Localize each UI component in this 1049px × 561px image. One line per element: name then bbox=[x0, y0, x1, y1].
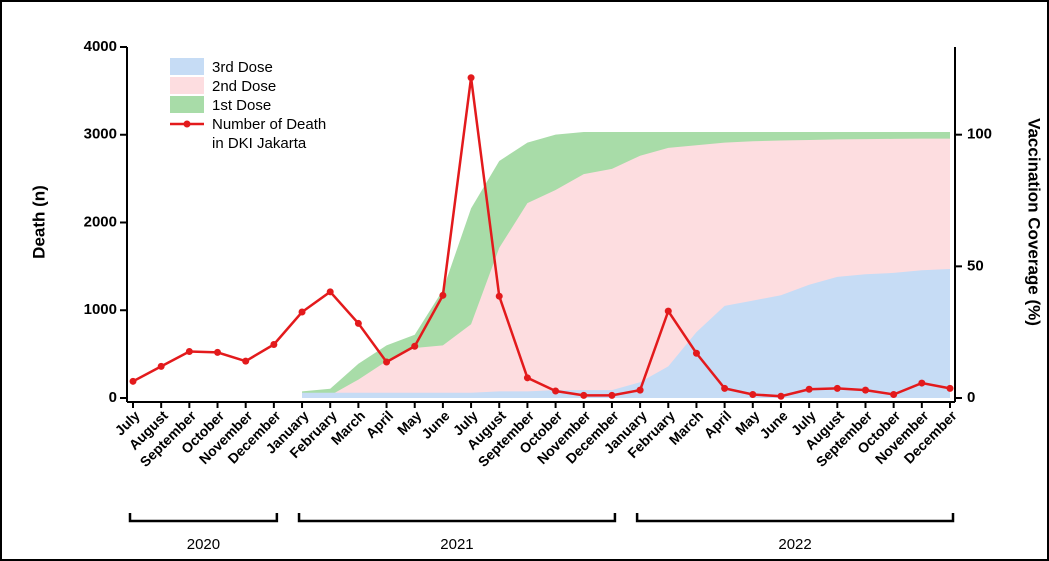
year-bracket bbox=[297, 513, 617, 523]
death-point bbox=[580, 391, 588, 399]
y2-axis-title: Vaccination Coverage (%) bbox=[1025, 118, 1044, 326]
y2-tick-label: 100 bbox=[967, 126, 992, 143]
legend-item: 2nd Dose bbox=[170, 77, 326, 96]
death-point bbox=[439, 291, 447, 299]
death-point bbox=[129, 377, 137, 385]
year-label: 2021 bbox=[440, 536, 473, 553]
legend: 3rd Dose 2nd Dose 1st Dose Number of Death … bbox=[170, 58, 326, 153]
x-tick-label: April bbox=[700, 407, 734, 441]
death-point bbox=[298, 308, 306, 316]
year-label: 2020 bbox=[187, 536, 220, 553]
legend-label: Number of Death in DKI Jakarta bbox=[212, 116, 327, 152]
legend-swatch bbox=[170, 77, 204, 94]
legend-item: 1st Dose bbox=[170, 96, 326, 115]
year-label: 2022 bbox=[778, 536, 811, 553]
death-point bbox=[467, 74, 475, 82]
legend-dot bbox=[183, 120, 191, 128]
coverage-area bbox=[302, 268, 950, 398]
x-tick-label: June bbox=[756, 407, 791, 442]
y-tick-label: 4000 bbox=[84, 38, 117, 55]
y-axis-title: Death (n) bbox=[29, 185, 48, 259]
death-point bbox=[326, 288, 334, 296]
legend-item: 3rd Dose bbox=[170, 58, 326, 77]
legend-line bbox=[170, 120, 204, 128]
legend-label: 2nd Dose bbox=[212, 78, 277, 95]
legend-swatch bbox=[170, 58, 204, 75]
death-point bbox=[777, 392, 785, 400]
death-point bbox=[721, 384, 729, 392]
death-point bbox=[608, 391, 616, 399]
death-point bbox=[214, 348, 222, 356]
legend-item: Number of Death in DKI Jakarta bbox=[170, 115, 326, 153]
x-tick-label: June bbox=[418, 407, 453, 442]
y-tick-label: 3000 bbox=[84, 126, 117, 143]
death-point bbox=[270, 340, 278, 348]
year-bracket bbox=[635, 513, 955, 523]
death-point bbox=[411, 342, 419, 350]
death-point bbox=[495, 292, 503, 300]
death-point bbox=[749, 390, 757, 398]
death-point bbox=[861, 386, 869, 394]
death-point bbox=[692, 349, 700, 357]
legend-label: 1st Dose bbox=[212, 97, 272, 114]
legend-swatch bbox=[170, 115, 204, 132]
death-point bbox=[918, 379, 926, 387]
death-point bbox=[636, 386, 644, 394]
y2-tick-label: 50 bbox=[967, 257, 984, 274]
death-point bbox=[523, 374, 531, 382]
x-tick-label: April bbox=[362, 407, 396, 441]
death-point bbox=[833, 384, 841, 392]
death-point bbox=[157, 362, 165, 370]
death-line bbox=[132, 77, 951, 398]
year-bracket bbox=[128, 513, 279, 523]
legend-label: 3rd Dose bbox=[212, 59, 273, 76]
death-point bbox=[946, 384, 954, 392]
death-point bbox=[354, 319, 362, 327]
death-point bbox=[185, 347, 193, 355]
death-point bbox=[664, 307, 672, 315]
y-tick-label: 2000 bbox=[84, 213, 117, 230]
y-tick-label: 1000 bbox=[84, 301, 117, 318]
y2-tick-label: 0 bbox=[967, 389, 975, 406]
legend-swatch bbox=[170, 96, 204, 113]
death-point bbox=[805, 385, 813, 393]
y-tick-label: 0 bbox=[109, 389, 117, 406]
death-point bbox=[242, 357, 250, 365]
death-point bbox=[383, 358, 391, 366]
death-point bbox=[552, 387, 560, 395]
death-point bbox=[890, 390, 898, 398]
